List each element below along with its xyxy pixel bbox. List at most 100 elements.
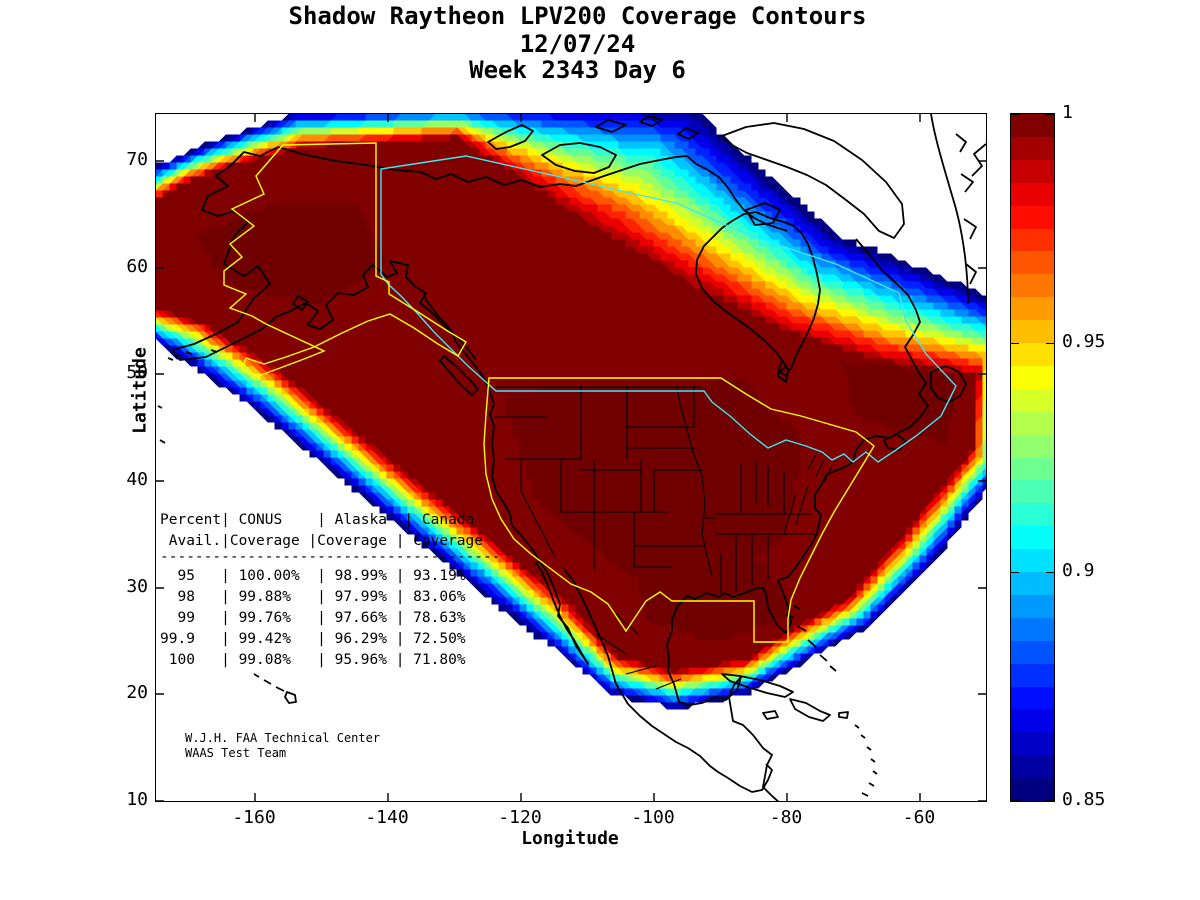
y-tick-label-70: 70 bbox=[126, 149, 148, 170]
colorbar-step bbox=[1011, 709, 1054, 732]
x-tick-label--60: -60 bbox=[902, 807, 936, 828]
coastline-10 bbox=[439, 355, 479, 396]
alaska-service-volume-boundary bbox=[223, 142, 467, 377]
colorbar-step bbox=[1011, 549, 1054, 572]
y-tick-label-10: 10 bbox=[126, 789, 148, 810]
x-tick-label--140: -140 bbox=[365, 807, 409, 828]
coastline-2 bbox=[157, 349, 218, 444]
colorbar-step bbox=[1011, 137, 1054, 160]
coastline-13 bbox=[721, 673, 794, 698]
x-tick-label--100: -100 bbox=[631, 807, 675, 828]
coverage-contour-map bbox=[156, 114, 986, 801]
colorbar-tick-label-1: 1 bbox=[1062, 102, 1073, 123]
x-tick-label--80: -80 bbox=[769, 807, 803, 828]
conus-service-volume-boundary bbox=[483, 377, 875, 643]
plot-area bbox=[155, 113, 987, 802]
colorbar-step bbox=[1011, 297, 1054, 320]
colorbar-tick-mark bbox=[1046, 572, 1054, 573]
coastline-6 bbox=[666, 238, 929, 801]
axis-tick-marks bbox=[156, 114, 986, 801]
colorbar-step bbox=[1011, 160, 1054, 183]
colorbar-tick-mark bbox=[1046, 343, 1054, 344]
coastline-3 bbox=[277, 146, 788, 232]
colorbar-step bbox=[1011, 435, 1054, 458]
coastline-8 bbox=[563, 568, 773, 793]
x-axis-label: Longitude bbox=[521, 828, 619, 849]
colorbar-tick-mark bbox=[1011, 800, 1019, 801]
colorbar-step bbox=[1011, 503, 1054, 526]
colorbar-step bbox=[1011, 320, 1054, 343]
coastline-11 bbox=[930, 365, 967, 403]
colorbar-tick-mark bbox=[1011, 114, 1019, 115]
colorbar-step bbox=[1011, 664, 1054, 687]
coastline-5 bbox=[777, 359, 789, 383]
table-row-1: 98 | 99.88% | 97.99% | 83.06% bbox=[160, 589, 466, 605]
table-header-2: Avail.|Coverage |Coverage | Coverage bbox=[160, 533, 484, 549]
x-tick-label--160: -160 bbox=[232, 807, 276, 828]
table-row-0: 95 | 100.00% | 98.99% | 93.19% bbox=[160, 568, 466, 584]
colorbar-step bbox=[1011, 641, 1054, 664]
table-row-4: 100 | 99.08% | 95.96% | 71.80% bbox=[160, 652, 466, 668]
colorbar-step bbox=[1011, 229, 1054, 251]
colorbar-step bbox=[1011, 480, 1054, 503]
x-tick-label--120: -120 bbox=[498, 807, 542, 828]
colorbar bbox=[1010, 113, 1055, 802]
contour-patch-2 bbox=[841, 357, 955, 444]
colorbar-tick-mark bbox=[1011, 343, 1019, 344]
colorbar-step bbox=[1011, 618, 1054, 641]
coastline-19 bbox=[253, 673, 297, 704]
y-axis-label: Latitude bbox=[129, 347, 151, 434]
coastline-24 bbox=[595, 115, 699, 140]
coastline-26 bbox=[955, 133, 986, 285]
coastline-14 bbox=[789, 698, 831, 722]
coastline-25 bbox=[930, 114, 969, 305]
colorbar-step bbox=[1011, 251, 1054, 274]
colorbar-step bbox=[1011, 343, 1054, 366]
colorbar-tick-label-0.95: 0.95 bbox=[1062, 331, 1106, 352]
table-separator: --------------------------------------- bbox=[160, 549, 501, 565]
table-row-3: 99.9 | 99.42% | 96.29% | 72.50% bbox=[160, 631, 466, 647]
attribution-line-2: WAAS Test Team bbox=[185, 746, 287, 760]
coastline-15 bbox=[762, 710, 779, 720]
state-borders bbox=[494, 385, 833, 690]
colorbar-step bbox=[1011, 114, 1054, 137]
figure-title: Shadow Raytheon LPV200 Coverage Contours bbox=[288, 2, 867, 30]
coastline-1 bbox=[292, 295, 309, 311]
coastline-20 bbox=[487, 124, 534, 150]
coastline-23 bbox=[745, 202, 781, 226]
attribution-line-1: W.J.H. FAA Technical Center bbox=[185, 731, 381, 745]
colorbar-tick-mark bbox=[1046, 800, 1054, 801]
coastline-17 bbox=[785, 605, 837, 672]
colorbar-step bbox=[1011, 206, 1054, 229]
colorbar-step bbox=[1011, 778, 1054, 801]
colorbar-step bbox=[1011, 595, 1054, 618]
coastline-9 bbox=[423, 292, 541, 562]
canada-service-volume-boundary bbox=[380, 155, 957, 463]
colorbar-step bbox=[1011, 458, 1054, 480]
table-header-1: Percent| CONUS | Alaska | Canada bbox=[160, 512, 475, 528]
coastline-0 bbox=[171, 146, 477, 361]
colorbar-step bbox=[1011, 412, 1054, 435]
colorbar-step bbox=[1011, 274, 1054, 297]
colorbar-step bbox=[1011, 572, 1054, 595]
coastline-21 bbox=[541, 142, 617, 174]
colorbar-tick-mark bbox=[1011, 572, 1019, 573]
colorbar-step bbox=[1011, 687, 1054, 709]
colorbar-step bbox=[1011, 755, 1054, 778]
coastline-4 bbox=[695, 211, 821, 377]
colorbar-tick-label-0.85: 0.85 bbox=[1062, 789, 1106, 810]
attribution: W.J.H. FAA Technical Center WAAS Test Te… bbox=[185, 731, 380, 761]
coastline-7 bbox=[535, 560, 589, 665]
y-tick-label-60: 60 bbox=[126, 256, 148, 277]
table-row-2: 99 | 99.76% | 97.66% | 78.63% bbox=[160, 610, 466, 626]
y-tick-label-40: 40 bbox=[126, 469, 148, 490]
y-tick-label-50: 50 bbox=[126, 362, 148, 383]
coastline-22 bbox=[721, 122, 905, 239]
figure-date: 12/07/24 bbox=[519, 30, 636, 58]
y-tick-label-30: 30 bbox=[126, 576, 148, 597]
coastline-18 bbox=[854, 724, 878, 797]
colorbar-tick-mark bbox=[1046, 114, 1054, 115]
colorbar-tick-label-0.9: 0.9 bbox=[1062, 560, 1095, 581]
y-tick-label-20: 20 bbox=[126, 682, 148, 703]
